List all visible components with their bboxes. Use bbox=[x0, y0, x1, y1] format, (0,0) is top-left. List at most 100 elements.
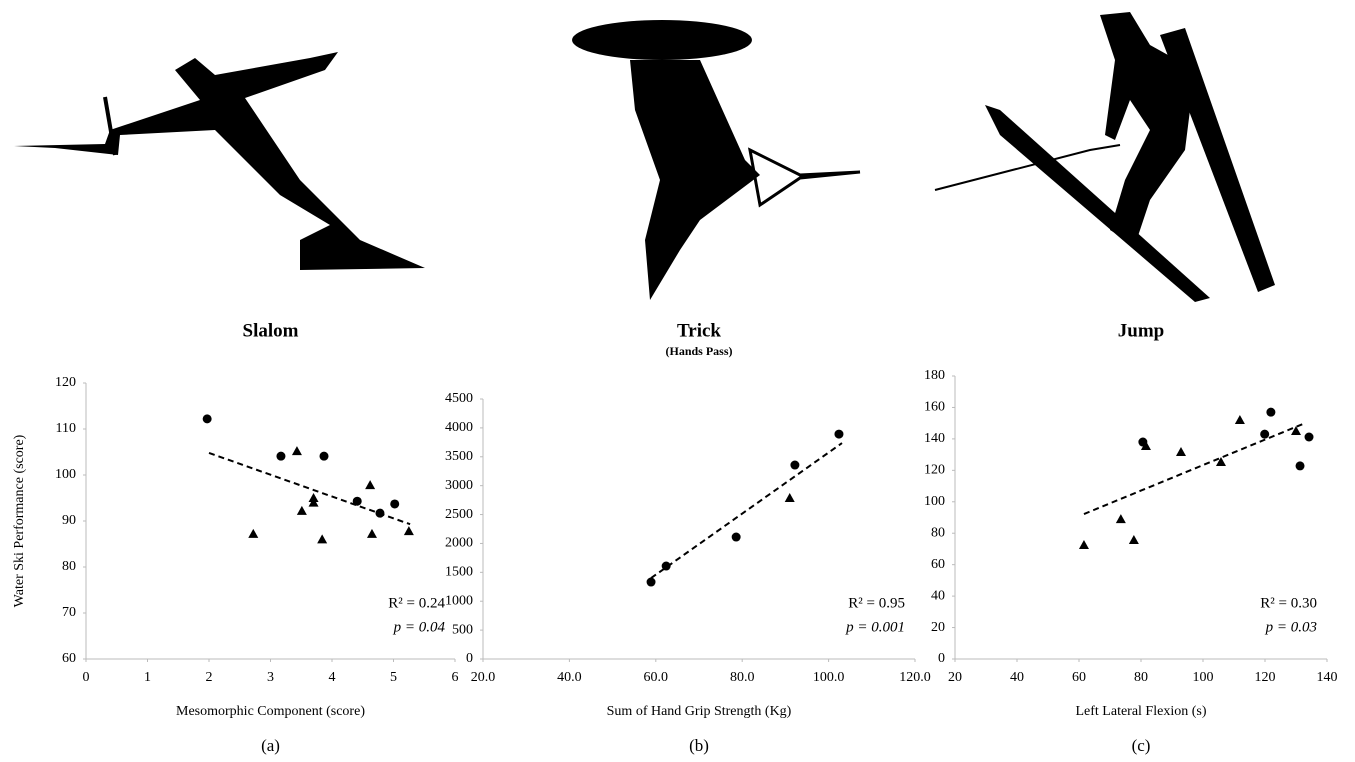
y-tick-label: 500 bbox=[452, 622, 473, 637]
point bbox=[1176, 447, 1186, 456]
point bbox=[365, 480, 375, 489]
x-tick-label: 100 bbox=[1193, 670, 1214, 685]
x-tick-label: 4 bbox=[329, 670, 336, 685]
y-tick-label: 180 bbox=[924, 368, 945, 383]
panel-title: Jump bbox=[1118, 320, 1164, 341]
panel-title: Trick bbox=[677, 320, 721, 341]
point bbox=[1260, 430, 1269, 439]
x-tick-label: 40.0 bbox=[557, 670, 582, 685]
panel-subtitle: (Hands Pass) bbox=[665, 344, 732, 358]
annotation: R² = 0.95 bbox=[848, 595, 905, 611]
point bbox=[317, 534, 327, 543]
point bbox=[732, 533, 741, 542]
point bbox=[309, 498, 319, 507]
point bbox=[292, 446, 302, 455]
point bbox=[1305, 433, 1314, 442]
point bbox=[203, 414, 212, 423]
point bbox=[662, 562, 671, 571]
point bbox=[1079, 540, 1089, 549]
panel-label: (b) bbox=[689, 736, 709, 755]
y-tick-label: 140 bbox=[924, 431, 945, 446]
x-tick-label: 120 bbox=[1255, 670, 1276, 685]
y-tick-label: 3000 bbox=[445, 478, 473, 493]
y-tick-label: 160 bbox=[924, 400, 945, 415]
y-tick-label: 110 bbox=[56, 421, 76, 436]
y-tick-label: 2500 bbox=[445, 507, 473, 522]
silhouettes bbox=[14, 12, 1275, 302]
point bbox=[248, 529, 258, 538]
x-axis-label: Mesomorphic Component (score) bbox=[176, 704, 365, 719]
point bbox=[297, 506, 307, 515]
trendline bbox=[1084, 423, 1305, 514]
y-tick-label: 20 bbox=[931, 620, 945, 635]
y-axis-label: Water Ski Performance (score) bbox=[12, 434, 27, 607]
point bbox=[1266, 408, 1275, 417]
x-tick-label: 0 bbox=[83, 670, 90, 685]
y-tick-label: 1000 bbox=[445, 593, 473, 608]
y-tick-label: 4000 bbox=[445, 420, 473, 435]
panel-label: (c) bbox=[1132, 736, 1151, 755]
annotation: R² = 0.24 bbox=[388, 595, 445, 611]
annotation: p = 0.03 bbox=[1265, 619, 1317, 635]
panel-label: (a) bbox=[261, 736, 280, 755]
panel-title: Slalom bbox=[243, 320, 299, 341]
x-tick-label: 20 bbox=[948, 670, 962, 685]
y-tick-label: 60 bbox=[931, 557, 945, 572]
y-tick-label: 80 bbox=[62, 559, 76, 574]
slalom-skier bbox=[14, 52, 425, 270]
y-tick-label: 100 bbox=[924, 494, 945, 509]
point bbox=[404, 526, 414, 535]
y-tick-label: 80 bbox=[931, 525, 945, 540]
x-tick-label: 5 bbox=[390, 670, 397, 685]
trick-skier bbox=[630, 60, 760, 300]
annotation: p = 0.04 bbox=[393, 619, 446, 635]
x-tick-label: 120.0 bbox=[899, 670, 931, 685]
y-tick-label: 60 bbox=[62, 651, 76, 666]
y-tick-label: 1500 bbox=[445, 565, 473, 580]
x-tick-label: 80.0 bbox=[730, 670, 755, 685]
point bbox=[647, 578, 656, 587]
y-tick-label: 40 bbox=[931, 588, 945, 603]
y-tick-label: 0 bbox=[466, 651, 473, 666]
x-tick-label: 60.0 bbox=[644, 670, 669, 685]
point bbox=[375, 509, 384, 518]
y-tick-label: 0 bbox=[938, 651, 945, 666]
point bbox=[367, 529, 377, 538]
point bbox=[276, 452, 285, 461]
y-tick-label: 70 bbox=[62, 605, 76, 620]
x-tick-label: 1 bbox=[144, 670, 151, 685]
point bbox=[1129, 535, 1139, 544]
y-tick-label: 4500 bbox=[445, 391, 473, 406]
point bbox=[1116, 514, 1126, 523]
x-tick-label: 3 bbox=[267, 670, 274, 685]
point bbox=[790, 461, 799, 470]
x-axis-label: Left Lateral Flexion (s) bbox=[1075, 704, 1206, 719]
point bbox=[834, 430, 843, 439]
annotation: p = 0.001 bbox=[845, 619, 905, 635]
x-tick-label: 20.0 bbox=[471, 670, 496, 685]
x-tick-label: 80 bbox=[1134, 670, 1148, 685]
point bbox=[1235, 415, 1245, 424]
y-tick-label: 3500 bbox=[445, 449, 473, 464]
x-tick-label: 6 bbox=[452, 670, 459, 685]
y-tick-label: 2000 bbox=[445, 536, 473, 551]
x-tick-label: 2 bbox=[206, 670, 213, 685]
x-tick-label: 140 bbox=[1317, 670, 1338, 685]
point bbox=[785, 493, 795, 502]
x-axis-label: Sum of Hand Grip Strength (Kg) bbox=[607, 704, 792, 719]
x-tick-label: 60 bbox=[1072, 670, 1086, 685]
y-tick-label: 120 bbox=[55, 375, 76, 390]
y-tick-label: 100 bbox=[55, 467, 76, 482]
y-tick-label: 90 bbox=[62, 513, 76, 528]
point bbox=[390, 499, 399, 508]
x-tick-label: 100.0 bbox=[813, 670, 845, 685]
x-tick-label: 40 bbox=[1010, 670, 1024, 685]
trendline bbox=[651, 443, 842, 578]
trick-board bbox=[572, 20, 752, 60]
point bbox=[320, 452, 329, 461]
figure: Slalom 60 70 80 90 100 110 120 0 1 2 3 4 5 6 Mesomorphi… bbox=[0, 0, 1355, 762]
y-tick-label: 120 bbox=[924, 463, 945, 478]
point bbox=[1296, 461, 1305, 470]
point bbox=[353, 497, 362, 506]
trick-rope bbox=[750, 150, 860, 205]
